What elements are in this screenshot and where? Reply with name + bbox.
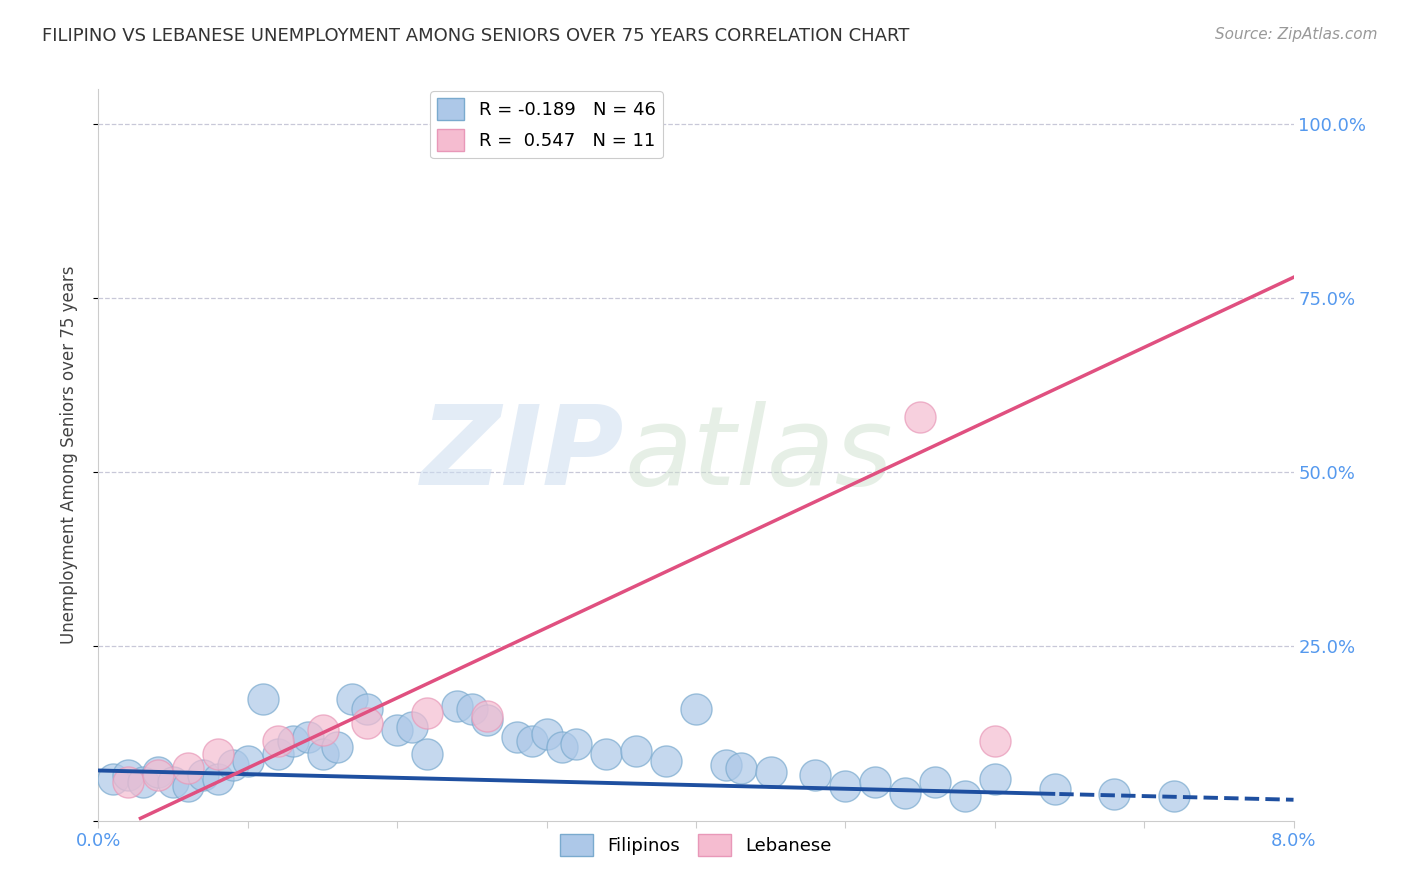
Point (103, 772, 125, 786)
Point (191, 768, 214, 782)
Point (759, 764, 782, 779)
Point (506, 730, 529, 744)
Point (401, 720, 423, 734)
Point (252, 691, 274, 706)
Point (177, 779, 200, 793)
Legend: Filipinos, Lebanese: Filipinos, Lebanese (553, 826, 839, 863)
Point (132, 775, 155, 789)
Point (865, 775, 887, 789)
Point (1043, 782, 1066, 797)
Point (267, 733, 290, 747)
Point (1104, 787, 1126, 801)
Point (536, 726, 558, 740)
Point (416, 706, 439, 720)
Point (416, 747, 439, 762)
Point (984, 772, 1007, 786)
Point (565, 737, 588, 751)
Point (356, 702, 378, 716)
Point (834, 779, 856, 793)
Point (162, 775, 184, 789)
Point (356, 716, 378, 731)
Point (117, 775, 139, 789)
Point (953, 789, 976, 804)
Point (267, 747, 290, 762)
Point (1163, 789, 1185, 804)
Point (461, 702, 484, 716)
Point (626, 744, 648, 758)
Point (804, 768, 827, 782)
Point (714, 758, 737, 772)
Point (207, 772, 229, 786)
Point (520, 733, 543, 747)
Y-axis label: Unemployment Among Seniors over 75 years: Unemployment Among Seniors over 75 years (59, 266, 77, 644)
Point (117, 768, 139, 782)
Text: FILIPINO VS LEBANESE UNEMPLOYMENT AMONG SENIORS OVER 75 YEARS CORRELATION CHART: FILIPINO VS LEBANESE UNEMPLOYMENT AMONG … (42, 27, 910, 45)
Point (207, 747, 229, 762)
Point (685, 702, 707, 716)
Point (595, 747, 617, 762)
Point (475, 713, 498, 727)
Point (236, 755, 259, 769)
Point (297, 730, 319, 744)
Point (281, 733, 304, 747)
Point (446, 698, 468, 713)
Point (655, 755, 678, 769)
Point (222, 758, 245, 772)
Text: Source: ZipAtlas.com: Source: ZipAtlas.com (1215, 27, 1378, 42)
Point (311, 723, 333, 737)
Text: atlas: atlas (624, 401, 893, 508)
Point (385, 723, 409, 737)
Point (894, 786, 917, 800)
Text: ZIP: ZIP (420, 401, 624, 508)
Point (550, 740, 572, 755)
Point (311, 747, 333, 762)
Point (177, 761, 200, 775)
Point (148, 768, 170, 782)
Point (475, 709, 498, 723)
Point (148, 764, 170, 779)
Point (326, 740, 349, 755)
Point (730, 761, 752, 775)
Point (984, 733, 1007, 747)
Point (908, 409, 931, 424)
Point (924, 775, 946, 789)
Point (342, 691, 364, 706)
